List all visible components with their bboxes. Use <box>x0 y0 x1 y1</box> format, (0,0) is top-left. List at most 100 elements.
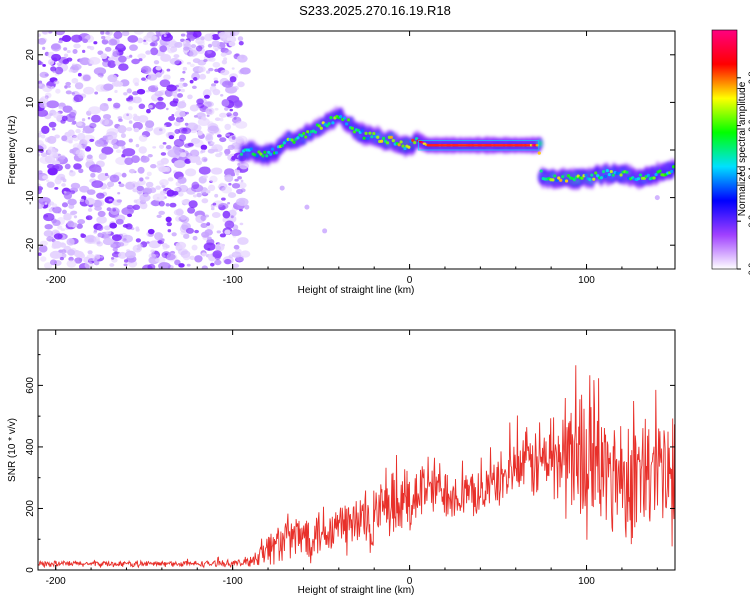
noise-blob <box>177 82 184 89</box>
noise-blob <box>99 103 109 112</box>
noise-blob <box>66 259 77 268</box>
noise-blob <box>200 214 207 221</box>
noise-blob <box>221 186 233 194</box>
trace-core <box>609 169 613 174</box>
noise-blob <box>240 188 246 193</box>
noise-blob <box>224 220 235 229</box>
noise-blob <box>229 76 237 83</box>
noise-blob <box>230 215 234 219</box>
noise-blob <box>102 135 108 141</box>
trace-core <box>271 147 275 151</box>
colorbar-tick-label: 0.2 <box>747 215 750 228</box>
noise-blob <box>200 149 206 153</box>
trace-core <box>308 132 312 137</box>
noise-blob <box>195 45 203 52</box>
noise-blob <box>189 104 199 112</box>
noise-blob <box>42 85 53 93</box>
noise-blob <box>63 47 68 51</box>
noise-blob <box>100 53 108 60</box>
noise-blob <box>235 255 245 262</box>
trace-core <box>362 136 366 140</box>
spectrogram-ytick-label: -10 <box>25 190 36 205</box>
trace-core <box>594 171 598 175</box>
noise-blob <box>85 197 95 206</box>
trace-core <box>564 179 569 183</box>
noise-blob <box>108 38 118 46</box>
noise-blob <box>214 48 219 52</box>
noise-blob <box>141 77 146 81</box>
noise-blob <box>118 118 123 122</box>
noise-blob <box>226 112 232 117</box>
trace-core <box>344 122 349 126</box>
noise-blob <box>63 213 72 221</box>
trace-core <box>401 144 405 148</box>
noise-blob <box>61 209 67 215</box>
noise-blob <box>158 200 165 207</box>
noise-blob <box>102 237 115 246</box>
spectrogram-xtick-label: -100 <box>223 275 243 286</box>
trace-core <box>607 173 611 177</box>
noise-blob <box>209 257 215 261</box>
noise-blob <box>82 38 88 43</box>
noise-blob <box>61 202 69 208</box>
noise-blob <box>136 88 146 95</box>
trace-core <box>385 141 390 145</box>
noise-blob <box>42 175 49 180</box>
noise-blob <box>224 123 232 131</box>
noise-blob <box>54 187 59 190</box>
noise-blob <box>210 141 215 145</box>
spectrogram-xlabel: Height of straight line (km) <box>298 285 415 296</box>
noise-blob <box>216 230 221 234</box>
trace-core <box>403 146 407 151</box>
noise-blob <box>139 193 151 202</box>
noise-blob <box>157 101 164 106</box>
noise-blob <box>38 186 44 191</box>
spectrogram-xtick-label: 0 <box>407 275 413 286</box>
noise-blob <box>47 59 55 66</box>
noise-blob <box>46 236 54 242</box>
noise-blob <box>219 112 228 118</box>
trace-core <box>360 129 364 133</box>
noise-blob <box>138 134 148 142</box>
noise-blob <box>125 223 133 230</box>
noise-blob <box>118 63 129 71</box>
noise-blob <box>179 78 185 83</box>
trace-core <box>350 126 355 130</box>
noise-blob <box>44 223 53 230</box>
noise-blob <box>114 89 118 94</box>
noise-blob <box>40 152 48 157</box>
noise-blob <box>87 117 91 120</box>
trace-core <box>327 122 331 126</box>
noise-blob <box>224 148 231 155</box>
noise-blob <box>128 106 133 111</box>
noise-blob <box>189 155 199 164</box>
noise-blob <box>208 57 216 62</box>
noise-blob <box>56 62 62 66</box>
noise-blob <box>228 209 237 217</box>
noise-blob <box>113 102 121 109</box>
colorbar-tick-label: 0.0 <box>747 263 750 276</box>
noise-blob <box>55 88 61 94</box>
noise-blob <box>129 54 133 58</box>
noise-blob <box>52 70 56 74</box>
noise-blob <box>159 79 171 88</box>
noise-blob <box>110 243 117 248</box>
noise-blob <box>224 81 229 85</box>
colorbar-label: Normalized spectral amplitude <box>737 81 748 216</box>
noise-blob <box>160 157 169 165</box>
noise-blob <box>128 95 134 100</box>
trace-core <box>263 150 267 154</box>
noise-blob <box>116 199 122 203</box>
noise-blob <box>165 144 172 150</box>
noise-blob <box>139 177 144 182</box>
noise-blob <box>168 135 175 140</box>
noise-blob <box>212 88 221 96</box>
noise-blob <box>224 107 229 111</box>
noise-blob <box>100 31 105 35</box>
colorbar-tick-label: 0.6 <box>747 119 750 132</box>
trace-core <box>304 135 308 139</box>
noise-blob <box>191 244 198 251</box>
snr-axes: -200 -100 0 100 0 200 400 600 <box>25 330 675 587</box>
noise-blob <box>50 43 62 52</box>
noise-blob <box>166 68 171 72</box>
